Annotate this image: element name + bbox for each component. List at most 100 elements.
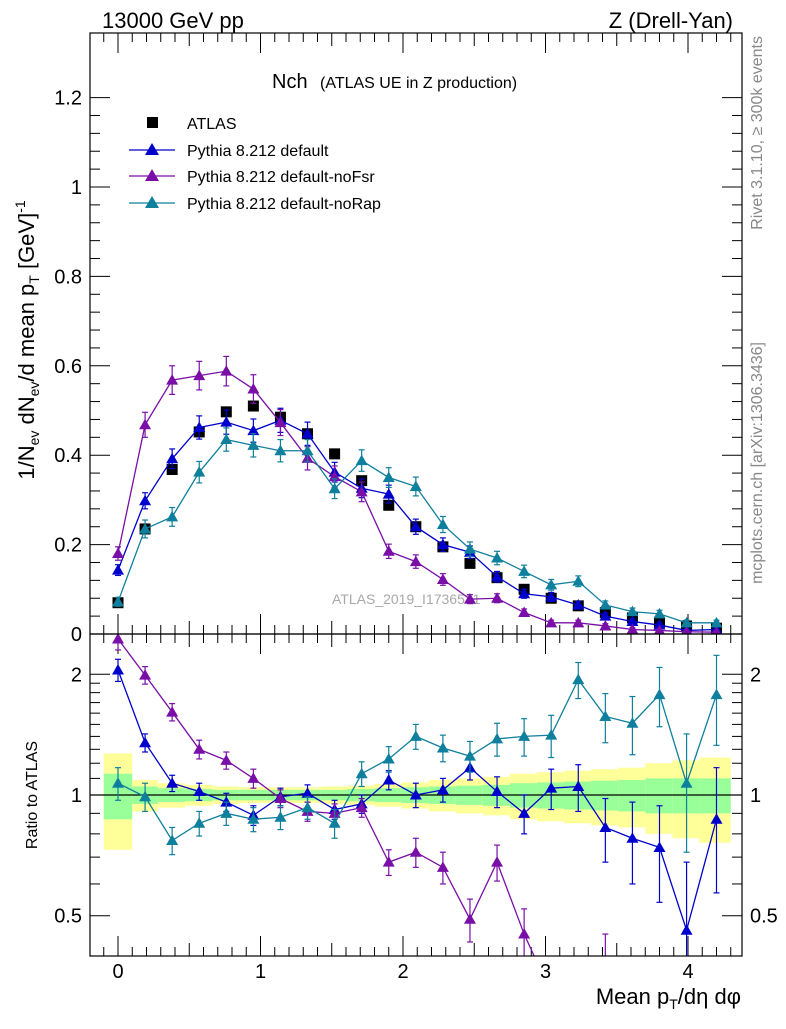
main-point-nofsr: [247, 383, 260, 394]
ratio-point-nofsr: [382, 856, 395, 867]
main-point-nofsr: [355, 485, 368, 497]
ratio-point-nofsr: [436, 861, 449, 872]
main-point-atlas: [464, 557, 476, 569]
ratio-point-norap: [680, 777, 693, 788]
main-point-nofsr: [491, 592, 504, 603]
ratio-line-nofsr: [117, 638, 535, 956]
ratio-point-nofsr: [711, 1011, 723, 1022]
main-point-default: [436, 538, 449, 550]
main-point-norap: [463, 543, 476, 554]
ratio-point-default: [112, 663, 124, 675]
x-tick-label: 1: [255, 961, 266, 983]
ratio-point-nofsr: [274, 792, 287, 804]
main-point-default: [220, 416, 233, 427]
ratio-point-nofsr: [654, 1011, 666, 1022]
ratio-point-nofsr: [193, 743, 206, 754]
main-point-nofsr: [139, 418, 152, 430]
ratio-point-norap: [139, 790, 152, 802]
main-point-default: [193, 421, 206, 432]
main-point-nofsr: [220, 365, 233, 376]
main-point-nofsr: [654, 624, 665, 634]
main-point-nofsr: [382, 545, 395, 556]
ratio-point-nofsr: [545, 987, 557, 998]
main-point-norap: [545, 578, 558, 590]
main-point-nofsr: [545, 616, 558, 628]
main-point-atlas: [383, 499, 395, 511]
x-tick-label: 2: [397, 961, 408, 983]
ratio-point-nofsr: [112, 634, 124, 644]
x-axis-label: Mean pT/dη dφ: [596, 984, 741, 1012]
ratio-point-norap: [463, 750, 476, 761]
ratio-point-nofsr: [681, 1011, 693, 1022]
ratio-point-nofsr: [518, 928, 531, 939]
ratio-point-default: [193, 785, 206, 797]
ratio-uncertainty-band: [103, 753, 731, 850]
main-point-norap: [139, 522, 152, 534]
main-point-nofsr: [274, 416, 287, 428]
ratio-point-default: [409, 789, 422, 800]
header-left: 13000 GeV pp: [102, 8, 244, 33]
legend-marker-norap: [145, 196, 159, 208]
header-right: Z (Drell-Yan): [609, 8, 733, 33]
main-point-norap: [491, 552, 504, 563]
ratio-point-nofsr: [355, 801, 368, 813]
main-point-nofsr: [409, 555, 422, 567]
x-tick-label: 3: [540, 961, 551, 983]
ratio-point-nofsr: [247, 772, 260, 783]
main-point-norap: [436, 518, 449, 529]
main-point-default: [545, 590, 558, 602]
x-tick-label: 0: [112, 961, 123, 983]
main-point-norap: [166, 510, 179, 522]
main-series-layer: [112, 355, 723, 634]
legend-marker-nofsr: [145, 169, 159, 181]
watermark: ATLAS_2019_I1736531: [332, 591, 481, 607]
legend-label-atlas: ATLAS: [187, 116, 237, 133]
ratio-y-axis-label: Ratio to ATLAS: [24, 741, 41, 849]
ratio-panel: 0.5 0.5 1 1 2 2 0 1 2 3 4 Ratio to ATLAS Mean pT/d…: [24, 633, 778, 1022]
main-point-nofsr: [463, 593, 476, 604]
legend-label-nofsr: Pythia 8.212 default-noFsr: [187, 169, 375, 186]
ratio-point-norap: [112, 777, 124, 788]
ratio-point-nofsr: [572, 987, 584, 998]
legend-marker-default: [145, 143, 159, 155]
ratio-point-nofsr: [599, 962, 611, 973]
ratio-point-norap: [491, 732, 504, 744]
main-point-norap: [572, 575, 585, 586]
svg-text:Mean pT/dη dφ: Mean pT/dη dφ: [596, 984, 741, 1012]
main-point-default: [653, 619, 666, 630]
svg-text:1/Nev dNev/d mean pT [GeV]-1: 1/Nev dNev/d mean pT [GeV]-1: [12, 200, 42, 480]
main-point-norap: [680, 616, 693, 628]
ratio-point-default: [599, 821, 612, 832]
x-tick-label: 4: [682, 961, 693, 983]
main-point-nofsr: [681, 625, 692, 634]
ratio-point-norap: [166, 834, 179, 846]
main-point-nofsr: [436, 573, 449, 584]
main-point-default: [626, 615, 639, 626]
main-point-default: [599, 610, 612, 621]
ratio-point-nofsr: [409, 846, 422, 857]
main-ytick-label: 0.8: [54, 266, 82, 288]
ratio-point-default: [572, 780, 585, 792]
main-point-default: [409, 520, 422, 532]
ratio-point-norap: [382, 752, 395, 764]
ratio-point-default: [680, 924, 693, 935]
ratio-point-nofsr: [220, 754, 233, 765]
ratio-point-nofsr: [139, 669, 152, 680]
ratio-point-default: [382, 773, 395, 785]
side-text-top: Rivet 3.1.10, ≥ 300k events: [749, 36, 766, 230]
ratio-point-default: [653, 841, 666, 852]
ratio-point-norap: [626, 717, 639, 728]
ratio-point-norap: [518, 730, 531, 741]
main-point-norap: [301, 444, 314, 456]
ratio-ytick-label-left: 2: [71, 664, 82, 686]
ratio-ytick-label-left: 1: [71, 785, 82, 807]
main-point-norap: [626, 605, 639, 617]
ratio-point-norap: [328, 817, 341, 828]
ratio-ytick-label-right: 1: [750, 785, 761, 807]
main-point-norap: [112, 595, 124, 607]
ratio-point-default: [436, 783, 449, 795]
legend-marker-atlas: [147, 117, 158, 128]
ratio-point-norap: [545, 729, 558, 740]
ratio-point-default: [301, 787, 314, 798]
